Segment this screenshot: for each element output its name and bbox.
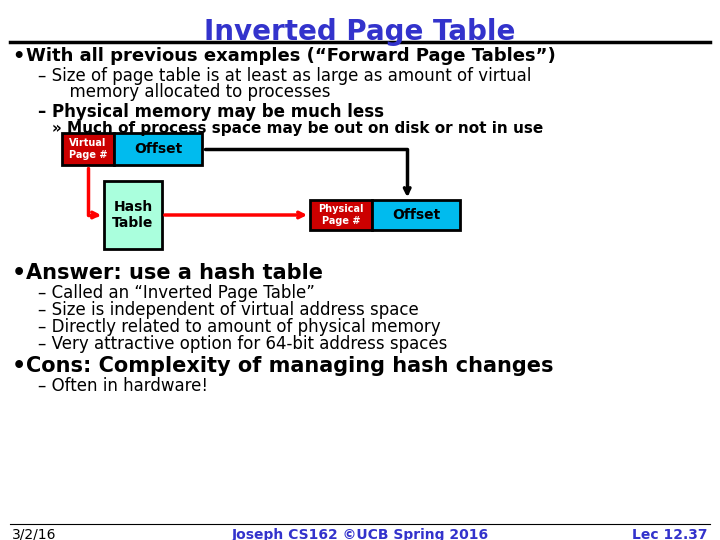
Text: With all previous examples (“Forward Page Tables”): With all previous examples (“Forward Pag…: [26, 47, 556, 65]
Bar: [62, 133, 114, 165]
Bar: [372, 200, 460, 230]
Text: – Called an “Inverted Page Table”: – Called an “Inverted Page Table”: [38, 284, 315, 302]
Text: – Very attractive option for 64-bit address spaces: – Very attractive option for 64-bit addr…: [38, 335, 447, 353]
Text: Joseph CS162 ©UCB Spring 2016: Joseph CS162 ©UCB Spring 2016: [231, 528, 489, 540]
Text: Offset: Offset: [134, 142, 182, 156]
Bar: [104, 181, 162, 249]
Text: Hash
Table: Hash Table: [112, 200, 153, 230]
Bar: [310, 200, 372, 230]
Text: Lec 12.37: Lec 12.37: [632, 528, 708, 540]
Text: » Much of process space may be out on disk or not in use: » Much of process space may be out on di…: [52, 121, 544, 136]
Text: Virtual
Page #: Virtual Page #: [68, 138, 107, 160]
Text: – Often in hardware!: – Often in hardware!: [38, 377, 208, 395]
Text: Inverted Page Table: Inverted Page Table: [204, 18, 516, 46]
Bar: [114, 133, 202, 165]
Text: – Size of page table is at least as large as amount of virtual: – Size of page table is at least as larg…: [38, 67, 531, 85]
Text: Cons: Complexity of managing hash changes: Cons: Complexity of managing hash change…: [26, 356, 554, 376]
Text: •: •: [12, 263, 26, 283]
Text: •: •: [12, 356, 26, 376]
Text: 3/2/16: 3/2/16: [12, 528, 56, 540]
Text: – Physical memory may be much less: – Physical memory may be much less: [38, 103, 384, 121]
Text: Answer: use a hash table: Answer: use a hash table: [26, 263, 323, 283]
Text: – Directly related to amount of physical memory: – Directly related to amount of physical…: [38, 318, 441, 336]
Text: •: •: [12, 47, 24, 66]
Text: Physical
Page #: Physical Page #: [318, 204, 364, 226]
Text: memory allocated to processes: memory allocated to processes: [38, 83, 330, 101]
Text: Offset: Offset: [392, 208, 440, 222]
Text: – Size is independent of virtual address space: – Size is independent of virtual address…: [38, 301, 419, 319]
